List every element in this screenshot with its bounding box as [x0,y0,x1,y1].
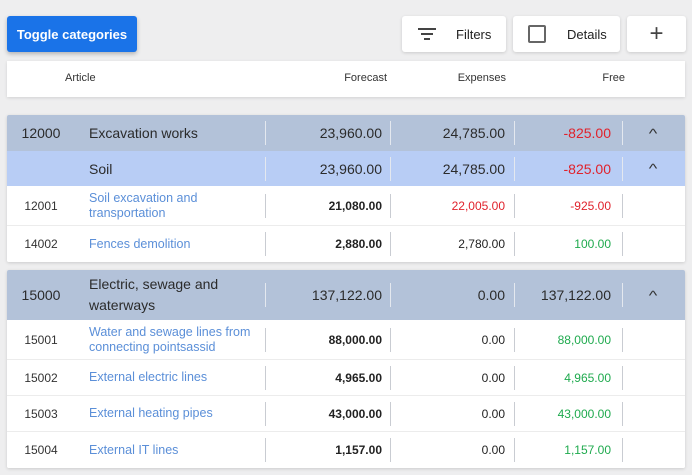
details-toggle[interactable]: Details [513,16,620,52]
collapse-button[interactable]: ^ [622,270,685,320]
add-button[interactable]: + [627,16,686,52]
table-row[interactable]: 14002 Fences demolition 2,880.00 2,780.0… [7,226,685,262]
column-header-article: Article [65,72,96,84]
category-code: 15000 [21,287,61,303]
column-header-forecast: Forecast [344,72,387,84]
subcategory-expenses: 24,785.00 [442,160,505,177]
chevron-up-icon: ^ [649,161,658,176]
article-link[interactable]: External IT lines [89,442,179,457]
article-forecast: 2,880.00 [335,237,382,251]
collapse-button[interactable]: ^ [622,115,685,151]
article-code: 15004 [24,443,58,457]
article-forecast: 43,000.00 [328,406,382,421]
filter-icon [418,28,436,40]
subcategory-free: -825.00 [563,160,611,177]
chevron-up-icon: ^ [649,287,658,303]
category-card: 15000 Electric, sewage and waterways 137… [7,270,685,468]
article-link[interactable]: Fences demolition [89,236,191,251]
article-expenses: 0.00 [481,443,505,457]
category-row[interactable]: 12000 Excavation works 23,960.00 24,785.… [7,115,685,151]
category-free: 137,122.00 [540,287,611,303]
article-forecast: 4,965.00 [335,370,382,385]
plus-icon: + [649,20,664,47]
article-forecast: 88,000.00 [328,332,382,347]
table-row[interactable]: 15002 External electric lines 4,965.00 0… [7,360,685,396]
article-free: 4,965.00 [564,370,611,385]
table-row[interactable]: 15001 Water and sewage lines from connec… [7,320,685,360]
category-expenses: 0.00 [477,287,505,303]
chevron-up-icon: ^ [649,125,658,141]
article-free: 43,000.00 [557,406,611,421]
article-free: 88,000.00 [557,332,611,347]
subcategory-row[interactable]: Soil 23,960.00 24,785.00 -825.00 ^ [7,151,685,186]
category-forecast: 137,122.00 [311,287,382,303]
article-code: 15003 [24,406,58,421]
column-header-free: Free [602,72,625,84]
article-code: 14002 [24,237,58,251]
subcategory-code [7,151,75,186]
category-name: Excavation works [89,125,198,141]
filters-label: Filters [456,27,492,42]
checkbox-icon[interactable] [528,25,546,43]
article-code: 15002 [24,370,58,385]
article-expenses: 0.00 [481,332,505,347]
article-expenses: 22,005.00 [451,198,505,213]
column-header-expenses: Expenses [457,72,506,84]
article-free: 100.00 [574,237,611,251]
table-header: Article Forecast Expenses Free [7,61,685,97]
toolbar: Toggle categories Filters Details + [7,15,686,53]
article-expenses: 0.00 [481,370,505,385]
filters-button[interactable]: Filters [402,16,506,52]
article-free: -925.00 [570,198,611,213]
category-forecast: 23,960.00 [319,125,382,141]
article-forecast: 1,157.00 [335,443,382,457]
article-expenses: 0.00 [481,406,505,421]
category-expenses: 24,785.00 [442,125,505,141]
details-label: Details [567,27,607,42]
article-link[interactable]: External electric lines [89,370,208,384]
table-row[interactable]: 12001 Soil excavation and transportation… [7,186,685,226]
table-row[interactable]: 15004 External IT lines 1,157.00 0.00 1,… [7,432,685,468]
subcategory-name: Soil [89,160,113,177]
article-code: 15001 [24,332,58,347]
category-name: Electric, sewage and waterways [89,276,219,313]
subcategory-forecast: 23,960.00 [319,160,382,177]
article-code: 12001 [24,198,58,213]
article-expenses: 2,780.00 [458,237,505,251]
article-link[interactable]: Soil excavation and transportation [89,190,198,220]
collapse-button[interactable]: ^ [622,151,685,186]
article-link[interactable]: Water and sewage lines from connecting p… [89,324,251,354]
category-code: 12000 [21,125,61,141]
article-free: 1,157.00 [564,443,611,457]
article-forecast: 21,080.00 [328,198,382,213]
toggle-categories-button[interactable]: Toggle categories [7,16,137,52]
category-card: 12000 Excavation works 23,960.00 24,785.… [7,115,685,262]
category-free: -825.00 [563,125,611,141]
table-row[interactable]: 15003 External heating pipes 43,000.00 0… [7,396,685,432]
category-row[interactable]: 15000 Electric, sewage and waterways 137… [7,270,685,320]
article-link[interactable]: External heating pipes [89,406,213,420]
